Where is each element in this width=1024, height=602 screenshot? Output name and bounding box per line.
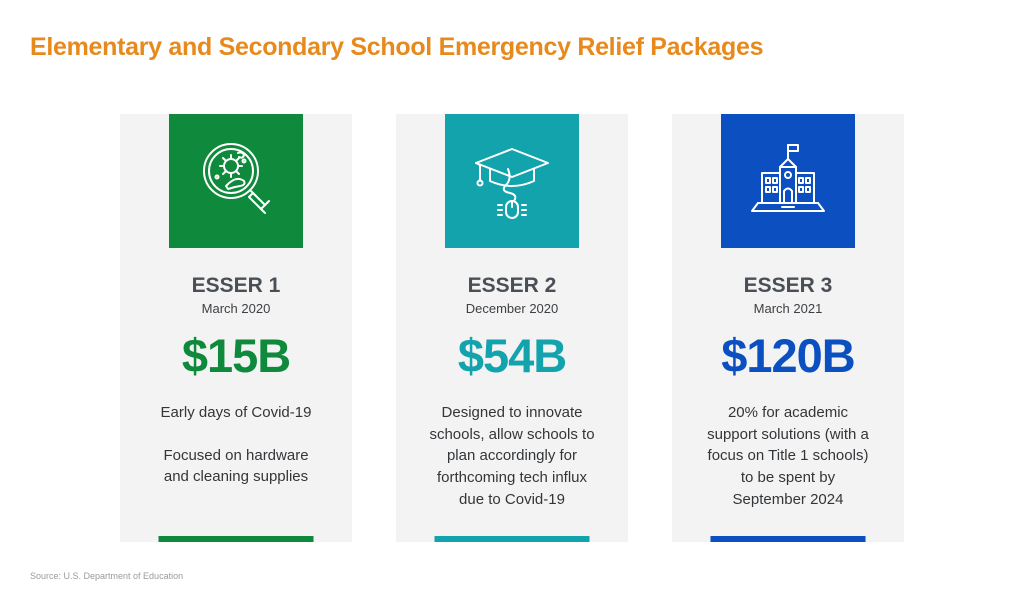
desc-line: Early days of Covid-19 bbox=[160, 404, 312, 421]
esser-3-date: March 2021 bbox=[753, 301, 823, 316]
desc-line: plan accordingly for bbox=[446, 447, 578, 465]
esser-1-description: Early days of Covid-19 Focused on hardwa… bbox=[134, 402, 338, 488]
page-title: Elementary and Secondary School Emergenc… bbox=[30, 33, 764, 61]
desc-line: forthcoming tech influx bbox=[436, 469, 588, 487]
esser-1-amount: $15B bbox=[181, 329, 291, 382]
esser-2-date: December 2020 bbox=[465, 301, 559, 316]
esser-3-card: ESSER 3 March 2021 $120B 20% for academi… bbox=[672, 114, 904, 542]
esser-1-icon-tile bbox=[169, 114, 303, 248]
esser-2-icon-tile bbox=[445, 114, 579, 248]
desc-line: and cleaning supplies bbox=[163, 468, 309, 486]
school-laptop-icon bbox=[751, 144, 825, 212]
esser-2-amount: $54B bbox=[457, 329, 567, 382]
esser-3-amount: $120B bbox=[721, 329, 856, 382]
esser-2-card: ESSER 2 December 2020 $54B Designed to i… bbox=[396, 114, 628, 542]
graduation-cap-mouse-icon bbox=[475, 148, 549, 219]
desc-line: Focused on hardware bbox=[163, 446, 309, 464]
desc-line: Designed to innovate bbox=[441, 404, 583, 421]
esser-1-date: March 2020 bbox=[201, 301, 271, 316]
desc-line: focus on Title 1 schools) bbox=[707, 447, 869, 465]
esser-2-accent-bar bbox=[434, 536, 590, 542]
desc-line: due to Covid-19 bbox=[459, 490, 565, 508]
esser-3-icon-tile bbox=[721, 114, 855, 248]
esser-1-card: ESSER 1 March 2020 $15B Early days of Co… bbox=[120, 114, 352, 542]
esser-2-name: ESSER 2 bbox=[467, 274, 557, 297]
esser-1-accent-bar bbox=[158, 536, 314, 542]
microbe-magnifier-icon bbox=[203, 143, 270, 214]
source-note: Source: U.S. Department of Education bbox=[30, 571, 184, 581]
desc-line: to be spent by bbox=[740, 469, 836, 487]
esser-1-name: ESSER 1 bbox=[191, 274, 281, 297]
desc-line: September 2024 bbox=[732, 490, 844, 508]
esser-3-description: 20% for academic support solutions (with… bbox=[686, 402, 890, 511]
desc-line: 20% for academic bbox=[727, 404, 849, 421]
esser-3-name: ESSER 3 bbox=[743, 274, 833, 297]
esser-3-accent-bar bbox=[710, 536, 866, 542]
desc-line: support solutions (with a bbox=[707, 425, 869, 443]
esser-2-description: Designed to innovate schools, allow scho… bbox=[410, 402, 614, 511]
desc-line: schools, allow schools to bbox=[429, 425, 595, 443]
